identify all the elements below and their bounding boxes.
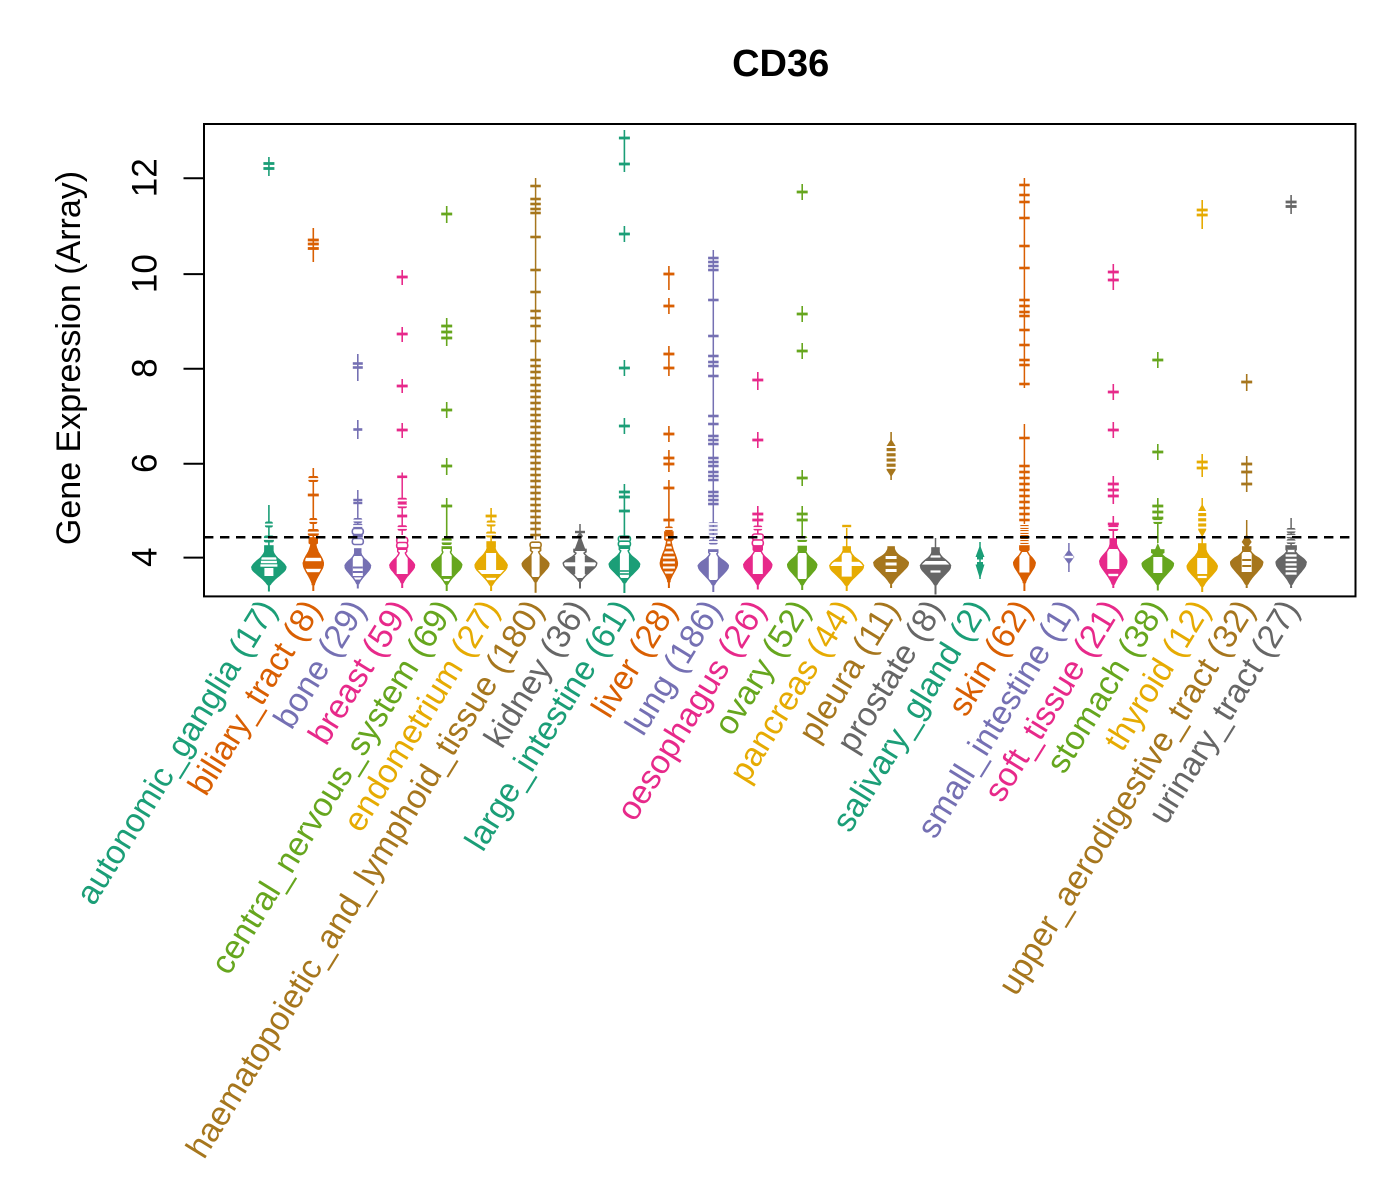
svg-text:CD36: CD36 xyxy=(732,43,829,85)
svg-text:12: 12 xyxy=(126,158,165,197)
svg-text:8: 8 xyxy=(126,358,165,377)
svg-text:Gene Expression (Array): Gene Expression (Array) xyxy=(50,171,88,545)
svg-text:4: 4 xyxy=(126,547,165,566)
svg-text:10: 10 xyxy=(126,254,165,293)
svg-text:6: 6 xyxy=(126,454,165,473)
